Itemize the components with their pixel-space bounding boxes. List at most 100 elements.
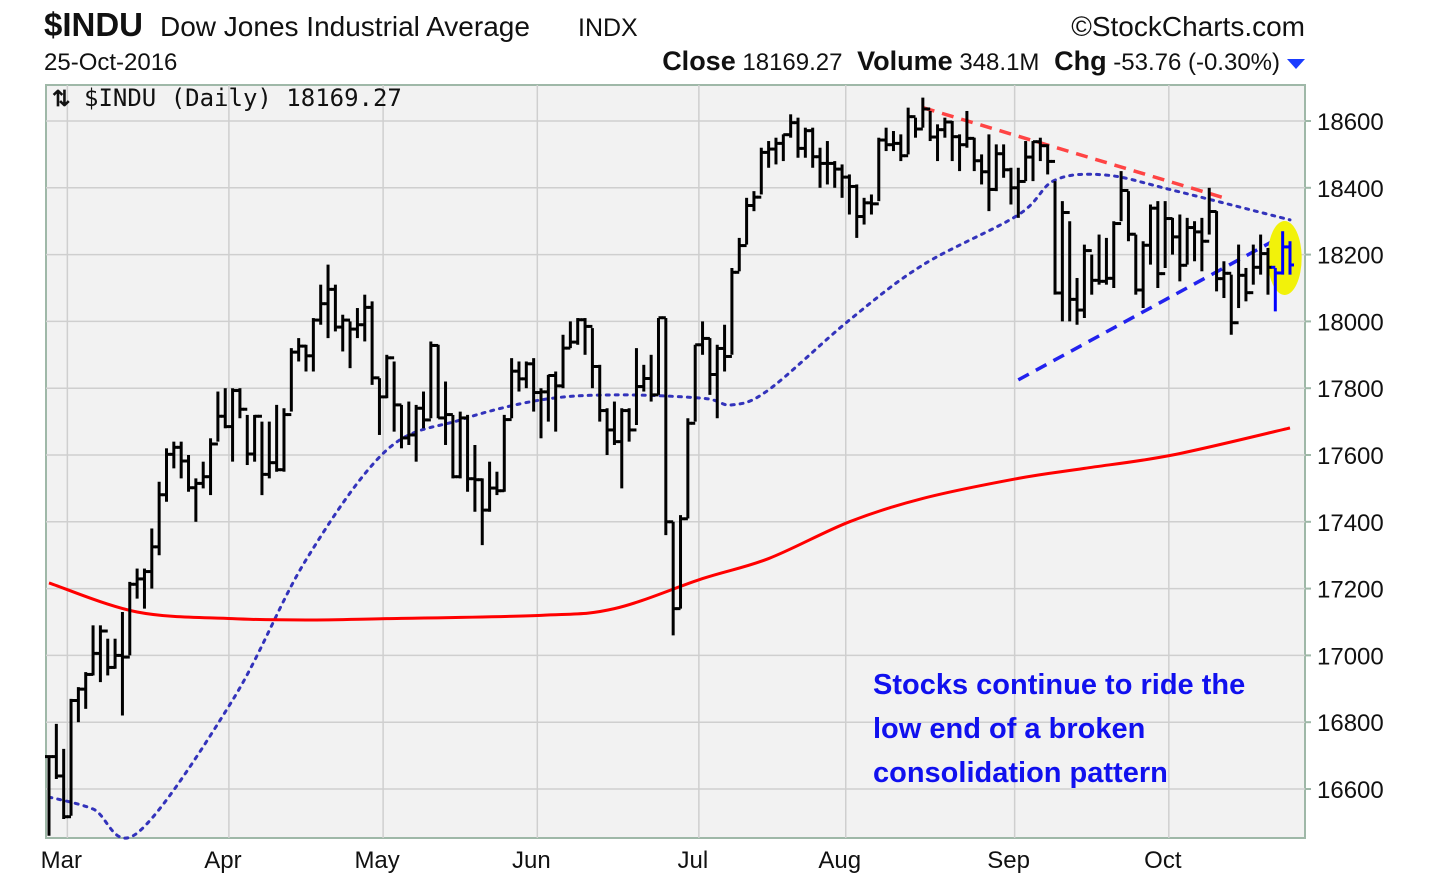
ohlc-bar xyxy=(441,381,450,445)
y-axis: 16600 16800 17000 17200 17400 17600 17800 18000… xyxy=(1305,109,1384,804)
ohlc-bar xyxy=(838,164,847,198)
symbol: $INDU xyxy=(44,6,143,43)
y-tick-label: 16800 xyxy=(1317,710,1384,737)
close-label: Close xyxy=(662,46,736,76)
x-tick-label: Sep xyxy=(987,847,1030,874)
ohlc-bar xyxy=(735,237,744,274)
ohlc-bar xyxy=(390,356,399,432)
ohlc-bar xyxy=(757,147,766,199)
grid xyxy=(46,85,1305,838)
ohlc-bar xyxy=(911,115,920,138)
ohlc-bar xyxy=(67,698,76,819)
ohlc-bar xyxy=(573,318,582,345)
quote-summary: Close 18169.27 Volume 348.1M Chg -53.76 … xyxy=(662,46,1280,76)
ohlc-bar xyxy=(1278,231,1287,275)
ohlc-bar xyxy=(514,361,523,392)
ohlc-bar xyxy=(977,154,986,185)
ohlc-bar xyxy=(1146,204,1155,265)
ohlc-bar xyxy=(1227,271,1236,335)
ohlc-bar xyxy=(984,134,993,212)
ohlc-bar xyxy=(1212,210,1221,292)
ohlc-bar xyxy=(1043,144,1052,175)
y-tick-label: 18000 xyxy=(1317,309,1384,336)
ohlc-bar xyxy=(882,127,891,152)
ohlc-bar xyxy=(492,471,501,496)
ohlc-bar xyxy=(324,264,333,339)
ohlc-bar xyxy=(661,316,670,536)
chg-label: Chg xyxy=(1054,46,1106,76)
y-tick-label: 16600 xyxy=(1317,777,1384,804)
ohlc-bar xyxy=(727,267,736,358)
x-tick-label: Jul xyxy=(678,847,709,874)
ohlc-bar xyxy=(426,341,435,422)
brand-logo: ©StockCharts.com xyxy=(1071,11,1305,42)
ohlc-bar xyxy=(103,629,112,676)
ohlc-bar xyxy=(889,131,898,152)
ohlc-bar xyxy=(257,414,266,496)
price-bars xyxy=(45,97,1294,836)
ohlc-bar xyxy=(1051,159,1060,295)
ohlc-bar xyxy=(235,388,244,419)
ohlc-bar xyxy=(1183,217,1192,267)
ohlc-bar xyxy=(177,441,186,479)
ohlc-bar xyxy=(625,408,634,442)
ohlc-bar xyxy=(118,611,127,716)
ohlc-bar xyxy=(59,748,68,820)
y-tick-label: 17200 xyxy=(1317,577,1384,604)
volume-label: Volume xyxy=(857,46,953,76)
ohlc-bar xyxy=(522,361,531,389)
ohlc-bar xyxy=(683,418,692,521)
ohlc-bar xyxy=(1102,237,1111,285)
ohlc-bar xyxy=(617,408,626,489)
ohlc-bar xyxy=(81,672,90,709)
ohlc-bar xyxy=(1080,244,1089,319)
legend: ⇅ $INDU (Daily) 18169.27 xyxy=(52,84,402,112)
ohlc-bar xyxy=(346,318,355,369)
ohlc-bar xyxy=(456,411,465,479)
annotation-line-3: consolidation pattern xyxy=(873,757,1168,789)
exchange: INDX xyxy=(578,14,638,42)
ohlc-bar xyxy=(691,343,700,425)
ohlc-bar xyxy=(250,414,259,462)
ohlc-bar xyxy=(794,117,803,158)
ohlc-bar xyxy=(1190,221,1199,262)
ohlc-bar xyxy=(764,141,773,168)
ohlc-bar xyxy=(419,391,428,429)
ohlc-bar xyxy=(272,404,281,472)
ohlc-bar xyxy=(1286,241,1294,275)
volume-value: 348.1M xyxy=(959,49,1039,76)
ohlc-bar xyxy=(970,136,979,172)
x-tick-label: Jun xyxy=(512,847,551,874)
ohlc-bar xyxy=(647,354,656,402)
ohlc-bar xyxy=(89,625,98,676)
ohlc-bar xyxy=(360,294,369,342)
ohlc-bar xyxy=(287,348,296,417)
ohlc-bar xyxy=(669,520,678,636)
ohlc-bar xyxy=(1197,217,1206,272)
ohlc-bar xyxy=(1139,241,1148,309)
highlight-ellipse xyxy=(1267,220,1302,295)
ohlc-bar xyxy=(904,107,913,158)
resistance-trendline xyxy=(922,105,1225,200)
ohlc-bar xyxy=(184,455,193,492)
highlight xyxy=(1267,220,1302,295)
ohlc-bar xyxy=(749,191,758,212)
ohlc-bar xyxy=(191,478,200,522)
x-tick-label: Apr xyxy=(204,847,241,874)
ohlc-bar xyxy=(52,723,61,779)
ohlc-bar xyxy=(1117,171,1126,226)
y-tick-label: 17800 xyxy=(1317,376,1384,403)
ohlc-bar xyxy=(140,568,149,609)
ohlc-bar xyxy=(771,137,780,165)
ohlc-bar xyxy=(412,404,421,462)
ohlc-bar xyxy=(918,97,927,131)
ohlc-bar xyxy=(779,133,788,162)
ohlc-bar xyxy=(544,374,553,422)
ohlc-bar xyxy=(1124,188,1133,242)
x-axis: Mar Apr May Jun Jul Aug Sep Oct xyxy=(41,847,1182,874)
ohlc-bar xyxy=(448,413,457,479)
moving-averages xyxy=(47,172,1292,840)
ohlc-bar xyxy=(45,755,53,836)
ohlc-bar xyxy=(1014,167,1023,218)
ohlc-bar xyxy=(595,364,604,422)
